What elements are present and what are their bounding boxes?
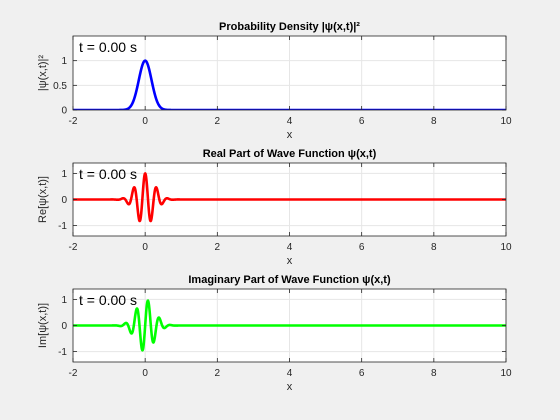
x-tick-label: 8 <box>431 116 437 127</box>
x-tick-label: 4 <box>287 368 293 379</box>
series-line-density <box>73 59 506 110</box>
y-tick-label: 0.5 <box>53 81 67 92</box>
x-tick-label: 8 <box>431 368 437 379</box>
x-tick-label: 10 <box>500 368 512 379</box>
y-tick-label: 1 <box>61 56 67 67</box>
x-tick-label: 4 <box>287 116 293 127</box>
x-axis-label: x <box>287 129 293 141</box>
x-tick-label: -2 <box>69 368 78 379</box>
chart-title: Probability Density |ψ(x,t)|² <box>219 21 360 33</box>
time-annotation: t = 0.00 s <box>79 166 137 182</box>
x-axis-label: x <box>287 381 293 393</box>
x-tick-label: 2 <box>215 368 221 379</box>
y-axis-label: |ψ(x,t)|² <box>37 55 49 91</box>
series-line-imag <box>73 299 506 352</box>
y-tick-label: 0 <box>61 321 67 332</box>
y-tick-label: 0 <box>61 195 67 206</box>
x-tick-label: 8 <box>431 242 437 253</box>
chart-imag: -2 0 2 4 6 8 10 -1 0 1 Imaginary Part of Wave Func… <box>37 274 512 393</box>
y-axis-label: Im[ψ(x,t)] <box>37 303 49 348</box>
y-tick-label: 1 <box>61 169 67 180</box>
y-tick-label: 1 <box>61 295 67 306</box>
y-tick-label: 0 <box>61 106 67 117</box>
time-annotation: t = 0.00 s <box>79 292 137 308</box>
x-tick-label: 0 <box>142 242 148 253</box>
series-line-real <box>73 172 506 223</box>
x-axis-label: x <box>287 255 293 267</box>
x-tick-label: 4 <box>287 242 293 253</box>
x-tick-label: 6 <box>359 242 365 253</box>
x-tick-label: -2 <box>69 242 78 253</box>
x-tick-label: 6 <box>359 368 365 379</box>
y-tick-label: -1 <box>58 347 67 358</box>
x-tick-label: 10 <box>500 242 512 253</box>
x-tick-label: 2 <box>215 242 221 253</box>
x-tick-label: 10 <box>500 116 512 127</box>
chart-title: Imaginary Part of Wave Function ψ(x,t) <box>188 274 391 286</box>
chart-real: -2 0 2 4 6 8 10 -1 0 1 Real Part of Wave Function … <box>37 148 512 267</box>
y-tick-label: -1 <box>58 221 67 232</box>
x-tick-label: 2 <box>215 116 221 127</box>
y-axis-label: Re[ψ(x,t)] <box>37 176 49 223</box>
x-tick-label: 0 <box>142 116 148 127</box>
x-tick-label: -2 <box>69 116 78 127</box>
chart-title: Real Part of Wave Function ψ(x,t) <box>203 148 377 160</box>
time-annotation: t = 0.00 s <box>79 39 137 55</box>
x-tick-label: 0 <box>142 368 148 379</box>
x-tick-label: 6 <box>359 116 365 127</box>
